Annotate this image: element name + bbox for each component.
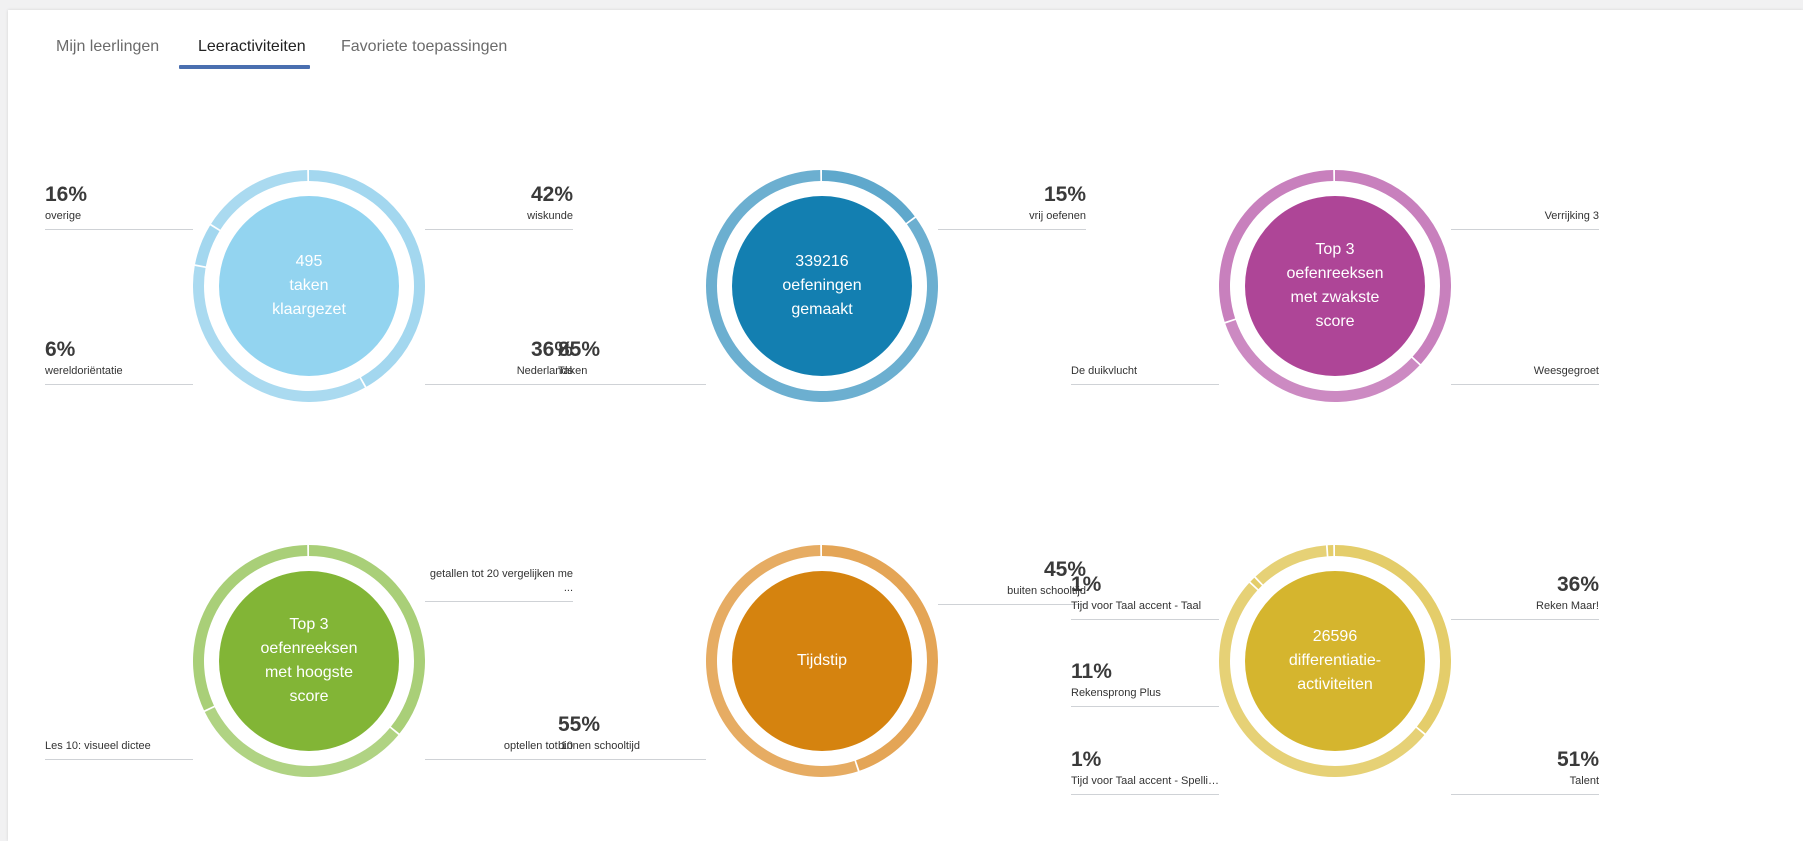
legend-weesgegroet: Weesgegroet: [1451, 362, 1599, 385]
donut-center: [219, 571, 399, 751]
legend-vrij-oefenen: 15% vrij oefenen: [938, 183, 1086, 230]
dashboard-card: Mijn leerlingen Leeractiviteiten Favorie…: [8, 10, 1803, 841]
donut-center: [1245, 571, 1425, 751]
donut-ring: [193, 170, 425, 402]
legend-nederlands: 36% Nederlands: [425, 338, 573, 385]
tab-mijn-leerlingen[interactable]: Mijn leerlingen: [56, 38, 160, 55]
donut-ring: [706, 170, 938, 402]
donut-ring: [1219, 170, 1451, 402]
donut-center: [732, 196, 912, 376]
donut-segment-getallen-tot-20-vergelijken-me[interactable]: [309, 545, 425, 734]
legend-rekensprong-plus: 11% Rekensprong Plus: [1071, 660, 1219, 707]
donut-segment-de-duikvlucht[interactable]: [1219, 170, 1334, 322]
chart-panel-zwakste-score: Top 3 oefenreeksen met zwakste score Verrij…: [1071, 170, 1599, 410]
legend-talent: 51% Talent: [1451, 748, 1599, 795]
donut-chart[interactable]: 495 taken klaargezet: [193, 170, 425, 402]
legend-optellen-tot-10: optellen tot 10: [425, 737, 573, 760]
active-tab-indicator: [179, 65, 310, 69]
chart-panel-taken: 495 taken klaargezet 16% overige 42% wisku…: [45, 170, 573, 410]
tab-leeractiviteiten[interactable]: Leeractiviteiten: [198, 38, 306, 55]
donut-chart[interactable]: Tijdstip: [706, 545, 938, 777]
donut-ring: [193, 545, 425, 777]
tab-favoriete-toepassingen[interactable]: Favoriete toepassingen: [341, 38, 508, 55]
donut-chart[interactable]: 339216 oefeningen gemaakt: [706, 170, 938, 402]
donut-segment-tijd-voor-taal-accent-taal[interactable]: [1327, 545, 1334, 557]
tab-bar: Mijn leerlingen Leeractiviteiten Favorie…: [8, 10, 1803, 80]
legend-wereldorientatie: 6% wereldoriëntatie: [45, 338, 193, 385]
legend-de-duikvlucht: De duikvlucht: [1071, 362, 1219, 385]
donut-segment-tijd-voor-taal-accent-spelli[interactable]: [1250, 577, 1262, 590]
donut-segment-verrijking-3[interactable]: [1335, 170, 1451, 365]
chart-panel-differentiatie: 26596 differentiatie-activiteiten 1% Tijd…: [1071, 545, 1599, 795]
legend-reken-maar: 36% Reken Maar!: [1451, 573, 1599, 620]
legend-taken: 85% Taken: [558, 338, 706, 385]
legend-wiskunde: 42% wiskunde: [425, 183, 573, 230]
legend-tijd-voor-taal-accent-taal: 1% Tijd voor Taal accent - Taal: [1071, 573, 1219, 620]
donut-segment-optellen-tot-10[interactable]: [204, 707, 399, 777]
chart-panel-tijdstip: Tijdstip 45% buiten schooltijd 55% binne…: [558, 545, 1086, 785]
donut-ring: [1219, 545, 1451, 777]
legend-binnen-schooltijd: 55% binnen schooltijd: [558, 713, 706, 760]
chart-panel-hoogste-score: Top 3 oefenreeksen met hoogste score getall…: [45, 545, 573, 785]
donut-segment-reken-maar[interactable]: [1335, 545, 1451, 734]
donut-segment-buiten-schooltijd[interactable]: [822, 545, 938, 771]
donut-ring: [706, 545, 938, 777]
donut-segment-wereldori-ntatie[interactable]: [195, 225, 220, 267]
donut-chart[interactable]: Top 3 oefenreeksen met hoogste score: [193, 545, 425, 777]
donut-segment-overige[interactable]: [211, 170, 308, 230]
legend-les-10-visueel-dictee: Les 10: visueel dictee: [45, 737, 193, 760]
legend-overige: 16% overige: [45, 183, 193, 230]
donut-segment-les-10-visueel-dictee[interactable]: [193, 545, 308, 711]
donut-segment-talent[interactable]: [1219, 582, 1425, 777]
donut-segment-rekensprong-plus[interactable]: [1255, 545, 1327, 585]
donut-chart[interactable]: 26596 differentiatie-activiteiten: [1219, 545, 1451, 777]
donut-center: [219, 196, 399, 376]
legend-tijd-voor-taal-accent-spelling: 1% Tijd voor Taal accent - Spelli ...: [1071, 748, 1219, 795]
chart-panel-oefeningen: 339216 oefeningen gemaakt 15% vrij oefenen…: [558, 170, 1086, 410]
legend-getallen-tot-20: getallen tot 20 vergelijken me ...: [425, 565, 573, 602]
donut-segment-nederlands[interactable]: [193, 266, 365, 402]
donut-center: [1245, 196, 1425, 376]
donut-segment-vrij-oefenen[interactable]: [822, 170, 915, 223]
legend-buiten-schooltijd: 45% buiten schooltijd: [938, 558, 1086, 605]
legend-verrijking-3: Verrijking 3: [1451, 207, 1599, 230]
donut-center: [732, 571, 912, 751]
donut-segment-wiskunde[interactable]: [309, 170, 425, 387]
donut-segment-weesgegroet[interactable]: [1225, 320, 1420, 402]
donut-chart[interactable]: Top 3 oefenreeksen met zwakste score: [1219, 170, 1451, 402]
